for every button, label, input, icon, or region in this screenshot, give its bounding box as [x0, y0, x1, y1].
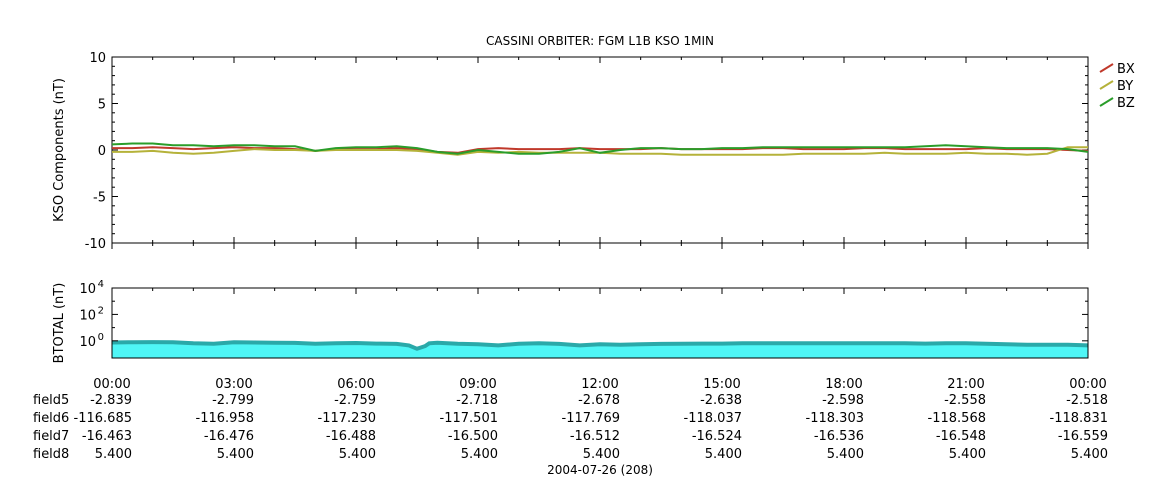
field-row-label: field6: [33, 411, 69, 426]
y-tick-label-exponent: 4: [98, 279, 104, 290]
field-value: -116.685: [74, 411, 132, 426]
field-value: 5.400: [339, 447, 376, 462]
field-value: -16.548: [936, 429, 986, 444]
field-value: 5.400: [217, 447, 254, 462]
legend-label-by: BY: [1117, 79, 1133, 94]
field-value: -16.463: [82, 429, 132, 444]
field-value: -2.839: [90, 393, 132, 408]
y-tick-label: 10: [89, 51, 106, 66]
field-value: -118.303: [806, 411, 864, 426]
field-row-label: field8: [33, 447, 69, 462]
legend-label-bz: BZ: [1117, 96, 1135, 111]
field-value: -16.559: [1058, 429, 1108, 444]
y-tick-label: -10: [85, 237, 106, 252]
field-row-label: field7: [33, 429, 69, 444]
x-tick-label: 06:00: [337, 377, 374, 392]
y-tick-label-base: 10: [79, 282, 96, 297]
field-value: -16.536: [814, 429, 864, 444]
series-line-bz: [111, 142, 1089, 155]
field-value: -2.718: [456, 393, 498, 408]
field-value: 5.400: [705, 447, 742, 462]
field-value: 5.400: [1071, 447, 1108, 462]
field-value: -16.500: [448, 429, 498, 444]
legend-swatch-bx: [1099, 63, 1114, 73]
kso-components-panel: 10 5 0 -5 -10 KSO Components (nT) BX BY BZ: [52, 51, 1135, 358]
field-value: -2.638: [700, 393, 742, 408]
date-label: 2004-07-26 (208): [547, 463, 653, 477]
field-value: -118.568: [928, 411, 986, 426]
field-value: 5.400: [827, 447, 864, 462]
field-value: -16.488: [326, 429, 376, 444]
y-tick-label-exponent: 2: [98, 305, 104, 316]
field-row-label: field5: [33, 393, 69, 408]
field-value: 5.400: [461, 447, 498, 462]
x-tick-label: 00:00: [93, 377, 130, 392]
ephemeris-field-table: field5 -2.839 -2.799 -2.759 -2.718 -2.678 -2.6…: [33, 393, 1108, 462]
legend-swatch-by: [1099, 80, 1114, 90]
field-value: -2.678: [578, 393, 620, 408]
y-tick-label-exponent: 0: [98, 332, 104, 343]
x-tick-label: 15:00: [703, 377, 740, 392]
field-value: -2.759: [334, 393, 376, 408]
x-tick-label: 21:00: [947, 377, 984, 392]
field-value: -2.799: [212, 393, 254, 408]
time-axis-labels: 00:00 03:00 06:00 09:00 12:00 15:00 18:00 21:00…: [93, 377, 1106, 392]
field-value: -118.037: [684, 411, 742, 426]
btotal-line: [111, 340, 1089, 351]
field-value: 5.400: [583, 447, 620, 462]
field-value: -118.831: [1050, 411, 1108, 426]
y-tick-label-base: 10: [79, 308, 96, 323]
field-value: -2.598: [822, 393, 864, 408]
field-value: -16.524: [692, 429, 742, 444]
x-tick-label: 18:00: [825, 377, 862, 392]
bottom-plot-frame: [111, 287, 1089, 359]
legend-swatch-bz: [1099, 97, 1114, 107]
series-line-bx: [112, 146, 1089, 154]
field-value: -16.476: [204, 429, 254, 444]
y-tick-label-base: 10: [79, 335, 96, 350]
field-value: -116.958: [196, 411, 254, 426]
x-tick-label: 09:00: [459, 377, 496, 392]
field-value: -16.512: [570, 429, 620, 444]
y-tick-label: 0: [98, 144, 106, 159]
chart-title: CASSINI ORBITER: FGM L1B KSO 1MIN: [486, 34, 714, 48]
field-value: 5.400: [949, 447, 986, 462]
y-tick-label: 5: [98, 98, 106, 113]
field-value: -117.769: [562, 411, 620, 426]
field-value: -2.558: [944, 393, 986, 408]
legend-label-bx: BX: [1117, 62, 1135, 77]
btotal-area: [112, 342, 1088, 358]
x-tick-label: 00:00: [1069, 377, 1106, 392]
field-value: -117.230: [318, 411, 376, 426]
y-axis-label: KSO Components (nT): [52, 78, 67, 222]
x-tick-label: 03:00: [215, 377, 252, 392]
y-tick-label: -5: [93, 191, 106, 206]
y-axis-label: BTOTAL (nT): [52, 283, 67, 364]
x-tick-label: 12:00: [581, 377, 618, 392]
field-value: -117.501: [440, 411, 498, 426]
field-value: 5.400: [95, 447, 132, 462]
field-value: -2.518: [1066, 393, 1108, 408]
